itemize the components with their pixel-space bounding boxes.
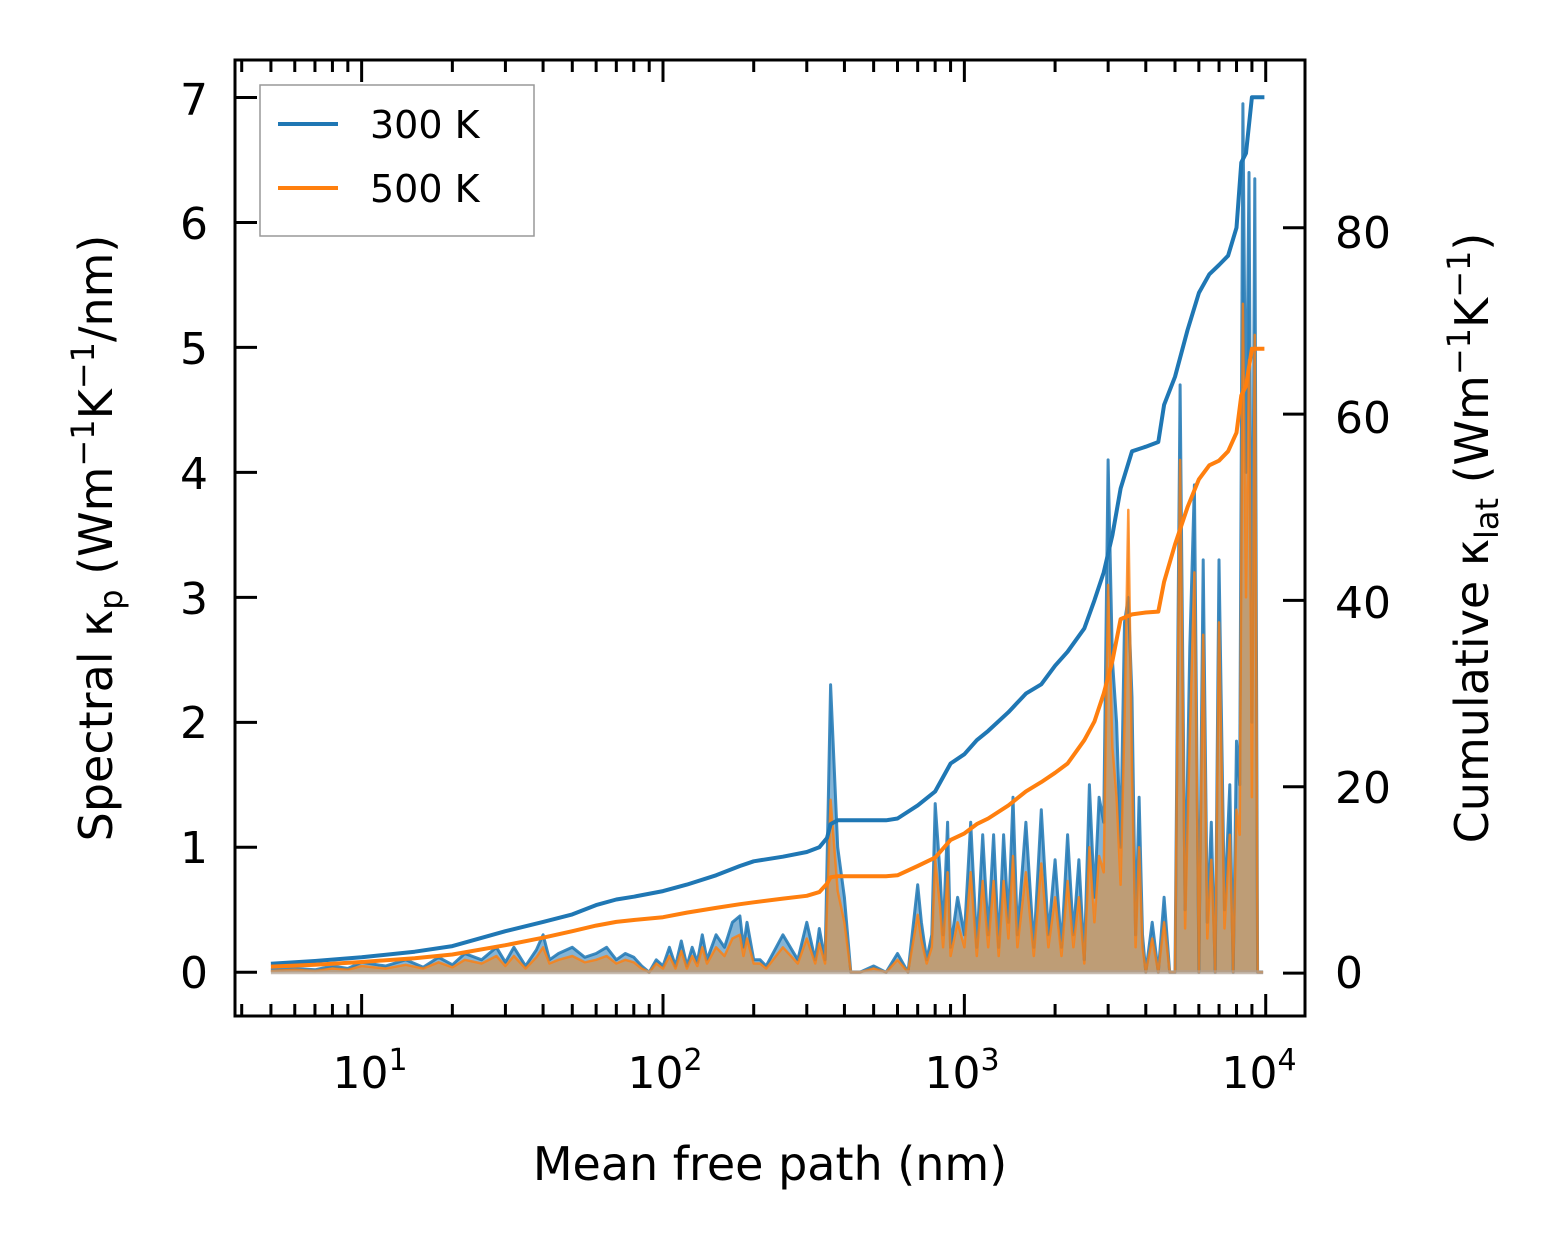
y-right-tick-label: 40 bbox=[1335, 578, 1391, 629]
y-left-tick-label: 7 bbox=[180, 75, 208, 126]
y-right-tick-label: 60 bbox=[1335, 393, 1391, 444]
y-right-tick-label: 0 bbox=[1335, 948, 1363, 999]
y-left-tick-label: 4 bbox=[180, 449, 208, 500]
plot-area bbox=[270, 95, 1265, 975]
y-left-tick-label: 0 bbox=[180, 948, 208, 999]
cumulative-300K-line bbox=[270, 95, 1265, 966]
legend-box bbox=[259, 84, 535, 237]
y-left-tick-label: 1 bbox=[180, 823, 208, 874]
spectral-500K-line bbox=[270, 302, 1264, 974]
cumulative-500K-line bbox=[270, 346, 1265, 969]
x-axis-title: Mean free path (nm) bbox=[533, 1137, 1007, 1191]
plot-frame bbox=[233, 58, 1307, 1018]
legend-label-300K: 300 K bbox=[370, 103, 481, 147]
x-tick-label: 101 bbox=[332, 1043, 407, 1099]
x-tick-labels: 101 102 103 104 bbox=[332, 1043, 1296, 1099]
y-left-axis-title: Spectral κp (Wm−1K−1/nm) bbox=[64, 235, 130, 842]
legend: 300 K 500 K bbox=[259, 84, 535, 237]
y-left-tick-label: 6 bbox=[180, 199, 208, 250]
y-left-tick-label: 5 bbox=[180, 324, 208, 375]
x-tick-label: 103 bbox=[924, 1043, 999, 1099]
y-right-tick-label: 80 bbox=[1335, 208, 1391, 259]
y-right-axis-title: Cumulative κlat (Wm−1K−1) bbox=[1440, 233, 1506, 844]
axis-ticks bbox=[235, 60, 1305, 1016]
y-right-tick-label: 20 bbox=[1335, 763, 1391, 814]
y-left-tick-label: 3 bbox=[180, 574, 208, 625]
x-tick-label: 104 bbox=[1221, 1043, 1296, 1099]
y-right-tick-labels: 0 20 40 60 80 bbox=[1335, 208, 1391, 999]
y-left-tick-labels: 0 1 2 3 4 5 6 7 bbox=[180, 75, 208, 999]
y-left-tick-label: 2 bbox=[180, 698, 208, 749]
legend-label-500K: 500 K bbox=[370, 167, 481, 211]
x-tick-label: 102 bbox=[627, 1043, 702, 1099]
